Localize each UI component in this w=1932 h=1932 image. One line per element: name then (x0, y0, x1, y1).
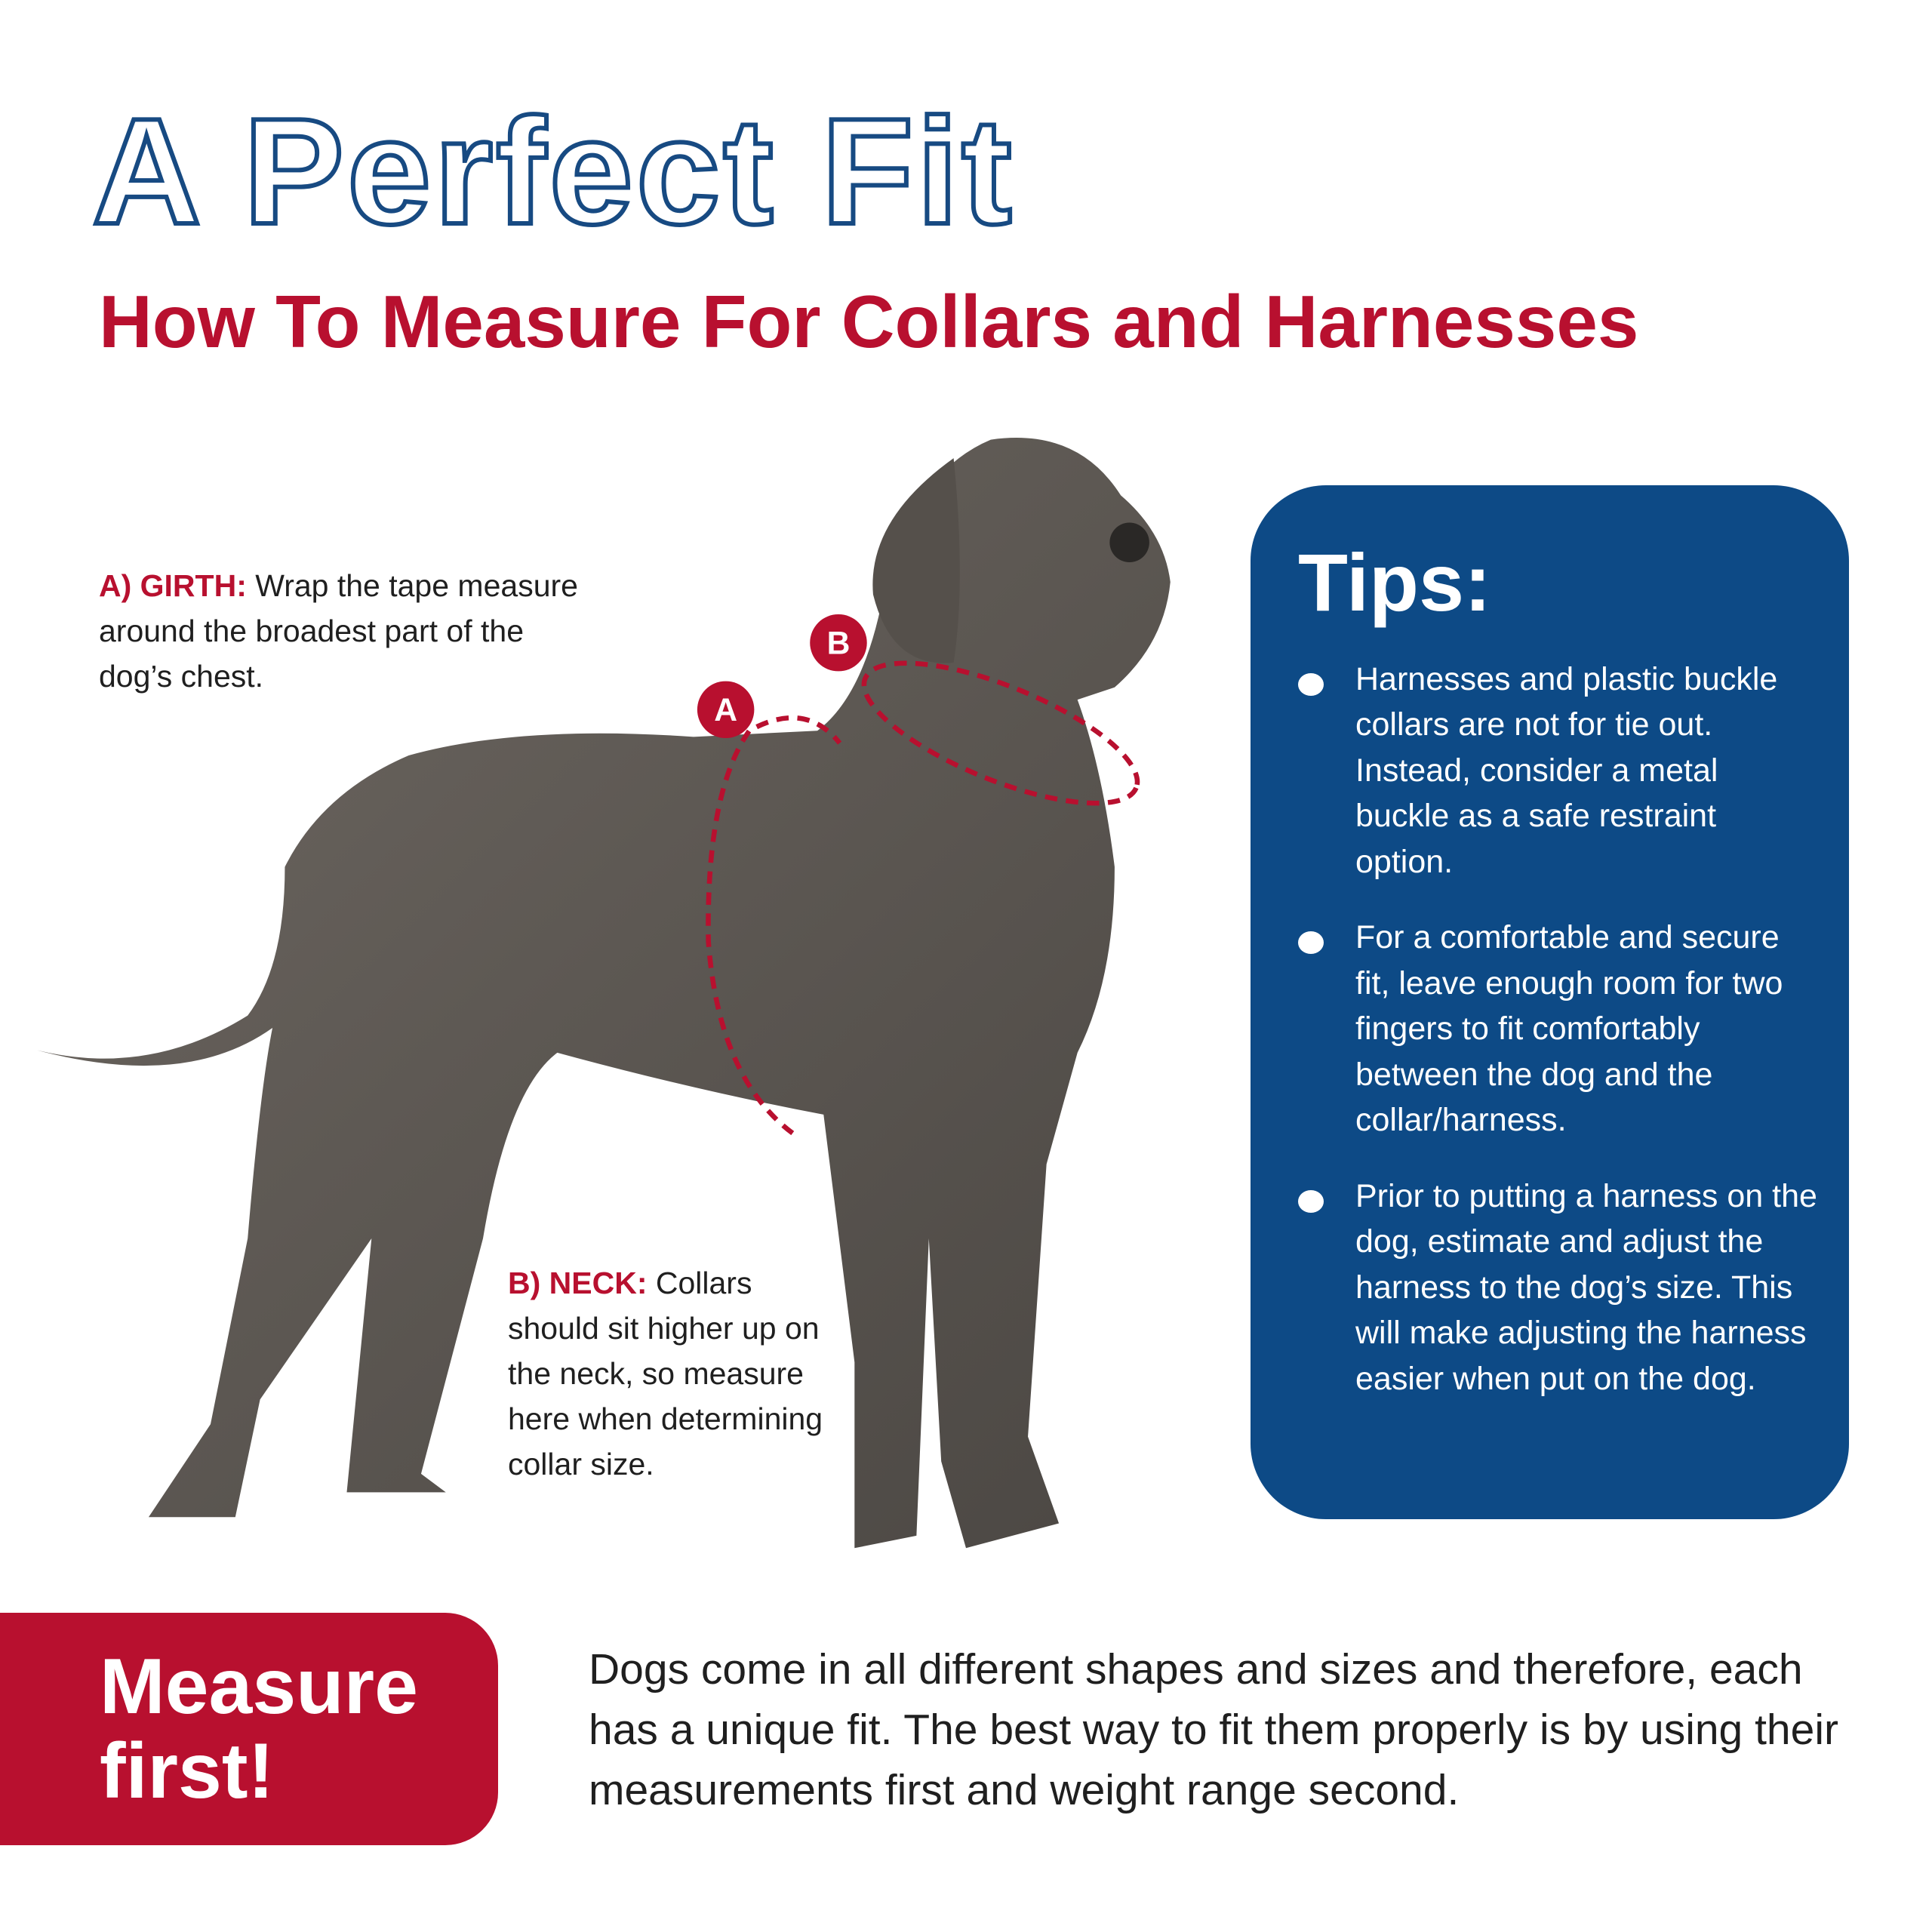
bullet-icon (1298, 672, 1324, 696)
page-subtitle: How To Measure For Collars and Harnesses (99, 280, 1639, 363)
tips-panel: Tips: Harnesses and plastic buckle colla… (1251, 485, 1849, 1519)
girth-label: A) GIRTH: (99, 568, 247, 603)
marker-a: A (697, 681, 755, 739)
dog-nose (1109, 522, 1149, 563)
tip-text: Prior to putting a harness on the dog, e… (1355, 1177, 1817, 1397)
tip-item: Prior to putting a harness on the dog, e… (1298, 1174, 1819, 1402)
footer-text: Dogs come in all different shapes and si… (589, 1645, 1838, 1814)
bullet-icon (1298, 1189, 1324, 1213)
tips-heading: Tips: (1298, 537, 1492, 628)
neck-measure-line (861, 660, 1140, 806)
page-title: A Perfect Fit (90, 88, 1015, 256)
svg-text:A: A (714, 692, 737, 728)
neck-label: B) NECK: (508, 1266, 648, 1300)
dog-body (37, 438, 1171, 1549)
tip-text: Harnesses and plastic buckle collars are… (1355, 660, 1778, 880)
badge-line-2: first! (100, 1727, 275, 1815)
tip-text: For a comfortable and secure fit, leave … (1355, 919, 1783, 1139)
dog-ear (872, 458, 960, 663)
neck-text: Collars should sit higher up on the neck… (508, 1266, 823, 1481)
girth-callout: A) GIRTH: Wrap the tape measure around t… (99, 563, 589, 699)
marker-b: B (810, 614, 867, 672)
tip-item: For a comfortable and secure fit, leave … (1298, 915, 1819, 1143)
svg-text:B: B (827, 625, 851, 661)
neck-callout: B) NECK: Collars should sit higher up on… (508, 1260, 832, 1487)
girth-measure-line (706, 715, 842, 1136)
measure-first-badge: Measure first! (0, 1613, 498, 1845)
girth-text: Wrap the tape measure around the broades… (99, 568, 578, 694)
badge-line-1: Measure (100, 1643, 418, 1730)
tip-item: Harnesses and plastic buckle collars are… (1298, 657, 1819, 885)
bullet-icon (1298, 931, 1324, 955)
